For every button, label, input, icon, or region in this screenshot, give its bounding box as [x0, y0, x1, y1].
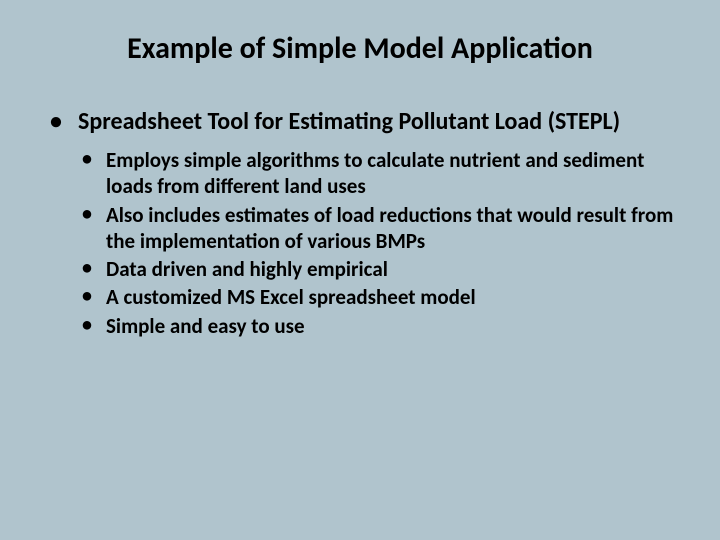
level1-bullet-text: Spreadsheet Tool for Estimating Pollutan…: [78, 107, 620, 136]
slide-container: Example of Simple Model Application Spre…: [0, 0, 720, 540]
level2-bullet-item: A customized MS Excel spreadsheet model: [82, 284, 680, 310]
slide-title: Example of Simple Model Application: [80, 30, 640, 67]
level1-bullet-item: Spreadsheet Tool for Estimating Pollutan…: [50, 107, 680, 137]
level2-bullet-item: Also includes estimates of load reductio…: [82, 202, 680, 255]
level2-bullet-item: Employs simple algorithms to calculate n…: [82, 147, 680, 200]
level2-bullet-text: Employs simple algorithms to calculate n…: [106, 147, 644, 199]
level2-bullet-text: Data driven and highly empirical: [106, 256, 388, 282]
level2-bullet-text: Also includes estimates of load reductio…: [106, 202, 673, 254]
bullet-list-level1: Spreadsheet Tool for Estimating Pollutan…: [50, 107, 680, 137]
level2-bullet-item: Simple and easy to use: [82, 313, 680, 339]
level2-bullet-text: Simple and easy to use: [106, 313, 305, 339]
level2-bullet-text: A customized MS Excel spreadsheet model: [106, 284, 476, 310]
bullet-list-level2: Employs simple algorithms to calculate n…: [82, 147, 680, 339]
level2-bullet-item: Data driven and highly empirical: [82, 256, 680, 282]
